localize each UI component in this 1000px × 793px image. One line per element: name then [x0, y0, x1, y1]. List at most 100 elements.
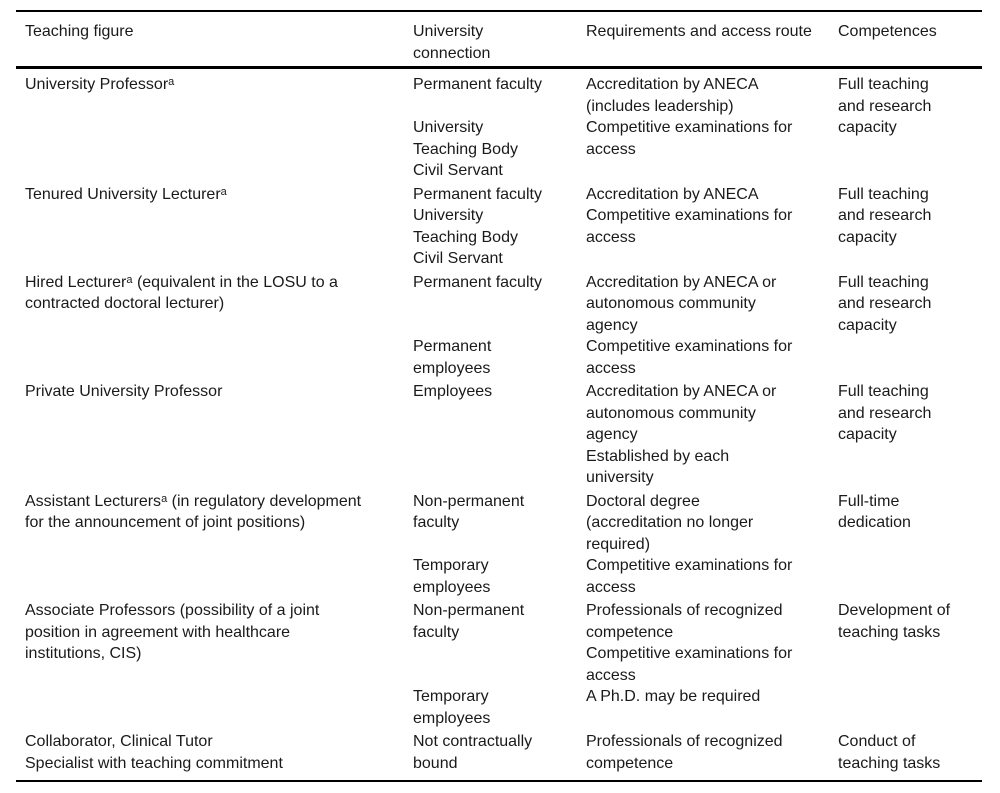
text-line: for the announcement of joint positions) — [25, 514, 306, 531]
text-line: agency — [586, 316, 638, 334]
text-line: Permanent faculty — [413, 273, 542, 291]
footnote-marker: a — [168, 75, 175, 88]
teaching-figure-cell: Assistant Lecturersa (in regulatory deve… — [16, 491, 413, 599]
table-row: Associate Professors (possibility of a j… — [16, 598, 982, 729]
university-connection-cell: Not contractually bound — [413, 731, 586, 774]
table-row: Collaborator, Clinical Tutor Specialist w… — [16, 729, 982, 780]
requirements-cell: Competitive examinations for access — [586, 205, 838, 270]
text-line: Conduct of — [838, 733, 916, 750]
header-teaching-figure: Teaching figure — [16, 21, 413, 64]
footnote-marker: a — [126, 273, 133, 286]
text-line: Competences — [838, 23, 937, 40]
text-line: Accreditation by ANECA — [586, 76, 759, 93]
university-connection-cell: Temporary employees — [413, 555, 586, 598]
text-line: Hired Lecturera (equivalent in the LOSU … — [25, 273, 338, 291]
table-row: Assistant Lecturersa (in regulatory deve… — [16, 489, 982, 599]
text-line: University — [413, 119, 484, 136]
table-header-rule — [16, 66, 982, 69]
table-row: Tenured University Lecturera Permanent f… — [16, 182, 982, 270]
footnote-marker: a — [220, 185, 227, 198]
requirements-cell: Accreditation by ANECA (includes leadersh… — [586, 74, 838, 117]
requirements-cell: Doctoral degree (accreditation no longer r… — [586, 491, 838, 556]
text-line: access — [586, 666, 636, 684]
text-line: required) — [586, 535, 651, 553]
text-line: Full teaching — [838, 273, 929, 291]
requirements-cell: Professionals of recognized competence — [586, 731, 838, 774]
text-line: Permanent faculty — [413, 185, 542, 203]
text-line: Accreditation by ANECA or — [586, 273, 777, 291]
text-line: Temporary — [413, 557, 489, 574]
university-connection-cell: University Teaching Body Civil Servant — [413, 205, 586, 270]
text-line: Doctoral degree — [586, 492, 700, 510]
text-line: access — [586, 140, 636, 158]
requirements-cell: Accreditation by ANECA or autonomous comm… — [586, 381, 838, 446]
competences-cell: Full teaching and research capacity — [838, 184, 982, 270]
text-line: position in agreement with healthcare — [25, 623, 291, 641]
university-connection-cell: Temporary employees — [413, 686, 586, 729]
text-line: Employees — [413, 383, 493, 400]
university-connection-cell: University Teaching Body Civil Servant — [413, 117, 586, 182]
text-line: bound — [413, 754, 458, 772]
text-line: Associate Professors (possibility of a j… — [25, 602, 320, 619]
text-line: Professionals of recognized — [586, 602, 783, 619]
text-line: dedication — [838, 514, 911, 531]
text-line: University Professora — [25, 75, 175, 93]
teaching-figure-cell: Associate Professors (possibility of a j… — [16, 600, 413, 729]
text-line: employees — [413, 359, 491, 377]
text-line: Full teaching — [838, 76, 929, 93]
text-line: contracted doctoral lecturer) — [25, 295, 225, 312]
text-line: and research — [838, 97, 932, 115]
table-row: University Professora Permanent faculty … — [16, 69, 982, 182]
text-line: capacity — [838, 316, 897, 334]
text-line: connection — [413, 44, 491, 62]
requirements-cell: Accreditation by ANECA or autonomous comm… — [586, 272, 838, 337]
text-line: Not contractually — [413, 733, 533, 750]
text-line: capacity — [838, 426, 897, 443]
university-connection-cell: Employees — [413, 381, 586, 446]
teaching-figure-cell: Hired Lecturera (equivalent in the LOSU … — [16, 272, 413, 380]
requirements-cell: Competitive examinations for access — [586, 336, 838, 379]
text-line: and research — [838, 295, 932, 312]
competences-cell: Full teaching and research capacity — [838, 272, 982, 380]
teaching-figure-cell: University Professora — [16, 74, 413, 182]
text-line: Professionals of recognized — [586, 733, 783, 750]
text-line: University — [413, 23, 484, 40]
text-line: Full teaching — [838, 383, 929, 400]
text-line: Private University Professor — [25, 383, 223, 400]
competences-cell: Full teaching and research capacity — [838, 381, 982, 489]
text-line: employees — [413, 578, 491, 596]
requirements-cell: Accreditation by ANECA — [586, 184, 838, 206]
university-connection-cell: Permanent faculty — [413, 74, 586, 117]
text-line: Civil Servant — [413, 250, 503, 267]
text-line: University — [413, 207, 484, 224]
text-line: competence — [586, 754, 674, 772]
text-line: Teaching Body — [413, 228, 518, 246]
requirements-cell: Established by each university — [586, 446, 838, 489]
teaching-figure-cell: Tenured University Lecturera — [16, 184, 413, 270]
text-line: Teaching Body — [413, 140, 518, 158]
text-line: Accreditation by ANECA or — [586, 383, 777, 400]
table-row: Private University Professor Employees A… — [16, 379, 982, 489]
text-line: Tenured University Lecturera — [25, 185, 227, 203]
text-line: Teaching figure — [25, 23, 134, 40]
text-line: Full-time — [838, 492, 900, 510]
table-top-rule — [16, 10, 982, 12]
university-connection-cell — [413, 446, 586, 489]
text-line: Competitive examinations for — [586, 119, 793, 136]
table-header-row: Teaching figure University connection Req… — [16, 12, 982, 66]
requirements-cell: Competitive examinations for access — [586, 117, 838, 182]
text-line: Established by each — [586, 447, 730, 465]
text-line: Full teaching — [838, 185, 929, 203]
competences-cell: Conduct of teaching tasks — [838, 731, 982, 774]
text-line: Requirements and access route — [586, 23, 812, 40]
competences-cell: Full-time dedication — [838, 491, 982, 599]
university-connection-cell: Permanent faculty — [413, 184, 586, 206]
text-line: teaching tasks — [838, 623, 941, 641]
competences-cell: Development of teaching tasks — [838, 600, 982, 729]
text-line: access — [586, 359, 636, 377]
table-bottom-rule — [16, 780, 982, 782]
text-line: Temporary — [413, 688, 489, 705]
text-line: (accreditation no longer — [586, 514, 754, 531]
text-line: Specialist with teaching commitment — [25, 754, 283, 772]
